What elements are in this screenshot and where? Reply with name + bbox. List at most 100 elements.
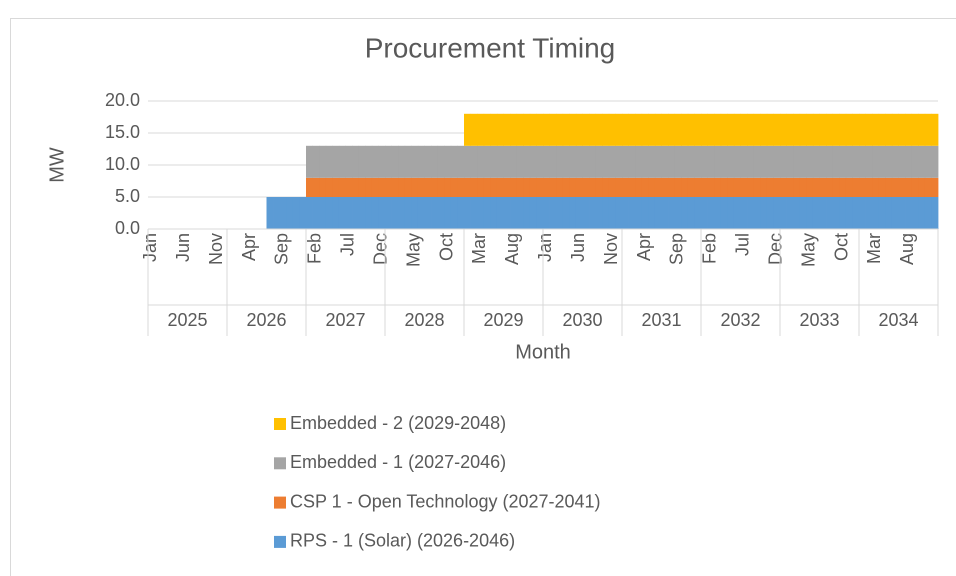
bar-segment <box>464 145 471 178</box>
bar-segment <box>859 113 866 146</box>
bar-segment <box>516 113 524 146</box>
bar-segment <box>714 177 722 197</box>
bar-segment <box>444 197 452 229</box>
bar-segment <box>622 197 629 229</box>
bar-segment <box>891 197 899 229</box>
bar-segment <box>411 177 419 197</box>
y-tick-label: 10.0 <box>105 154 140 174</box>
bar-segment <box>496 113 504 146</box>
bar-segment <box>812 197 820 229</box>
bar-segment <box>622 177 629 197</box>
bar-segment <box>641 197 649 229</box>
bar-segment <box>720 145 728 178</box>
x-group-label: 2030 <box>562 310 602 330</box>
bar-segment <box>766 197 774 229</box>
bar-segment <box>477 145 485 178</box>
bar-segment <box>806 113 814 146</box>
bar-segment <box>385 197 392 229</box>
bar-segment <box>529 145 537 178</box>
bar-segment <box>780 177 787 197</box>
bar-segment <box>608 177 616 197</box>
bar-segment <box>450 177 458 197</box>
bar-segment <box>687 197 695 229</box>
bar-segment <box>575 177 583 197</box>
bar-segment <box>543 113 550 146</box>
bar-segment <box>457 177 465 197</box>
bar-segment <box>477 113 485 146</box>
bar-segment <box>464 113 471 146</box>
bar-segment <box>575 113 583 146</box>
bar-segment <box>628 177 636 197</box>
bar-segment <box>437 177 445 197</box>
bar-segment <box>503 113 511 146</box>
bar-segment <box>859 197 866 229</box>
bar-segment <box>358 197 366 229</box>
bar-segment <box>687 145 695 178</box>
bar-segment <box>924 197 932 229</box>
bar-segment <box>549 145 557 178</box>
bar-segment <box>819 177 827 197</box>
bar-segment <box>806 145 814 178</box>
bar-segment <box>885 145 893 178</box>
bar-segment <box>826 177 834 197</box>
bar-segment <box>727 197 735 229</box>
legend-label: Embedded - 2 (2029-2048) <box>290 413 506 433</box>
bar-segment <box>760 113 768 146</box>
bar-segment <box>332 177 340 197</box>
bar-segment <box>832 113 840 146</box>
bar-segment <box>872 145 880 178</box>
x-tick-label: Mar <box>864 233 884 264</box>
bar-segment <box>358 177 366 197</box>
bar-segment <box>786 197 794 229</box>
bar-segment <box>391 145 399 178</box>
bar-segment <box>641 113 649 146</box>
bar-segment <box>510 145 518 178</box>
bar-segment <box>911 197 919 229</box>
bar-segment <box>391 177 399 197</box>
bar-segment <box>404 177 412 197</box>
bar-segment <box>753 145 761 178</box>
bar-segment <box>635 177 643 197</box>
bar-segment <box>681 177 689 197</box>
bar-segment <box>911 113 919 146</box>
bar-segment <box>931 113 939 146</box>
bar-segment <box>615 177 623 197</box>
bar-segment <box>793 177 801 197</box>
bar-segment <box>569 197 577 229</box>
bar-segment <box>635 145 643 178</box>
bar-segment <box>424 197 432 229</box>
bar-segment <box>431 197 439 229</box>
bar-segment <box>905 113 913 146</box>
bar-segment <box>694 177 702 197</box>
bar-segment <box>589 197 597 229</box>
bar-segment <box>733 177 741 197</box>
bar-segment <box>306 197 313 229</box>
bar-segment <box>931 145 939 178</box>
x-tick-label: Aug <box>502 233 522 265</box>
bar-segment <box>444 177 452 197</box>
bar-segment <box>516 177 524 197</box>
bar-segment <box>582 145 590 178</box>
x-tick-label: Jul <box>338 233 358 256</box>
bar-segment <box>450 145 458 178</box>
bar-segment <box>562 177 570 197</box>
bar-segment <box>773 197 781 229</box>
bar-segment <box>543 197 550 229</box>
bar-segment <box>654 197 662 229</box>
bar-segment <box>549 197 557 229</box>
bar-segment <box>832 145 840 178</box>
bar-segment <box>424 177 432 197</box>
bar-segment <box>898 113 906 146</box>
x-group-label: 2033 <box>799 310 839 330</box>
bar-segment <box>872 113 880 146</box>
bar-segment <box>503 145 511 178</box>
bar-segment <box>615 197 623 229</box>
bar-segment <box>622 113 629 146</box>
bar-segment <box>648 113 656 146</box>
bar-segment <box>740 197 748 229</box>
bar-segment <box>536 145 544 178</box>
bar-segment <box>661 113 669 146</box>
x-tick-label: Nov <box>206 233 226 265</box>
x-group-label: 2031 <box>641 310 681 330</box>
bar-segment <box>378 197 386 229</box>
